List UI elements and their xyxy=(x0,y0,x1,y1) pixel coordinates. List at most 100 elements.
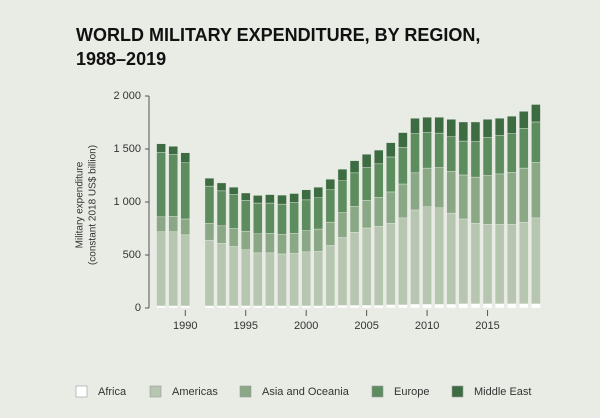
legend-swatch xyxy=(75,385,88,398)
bar-segment xyxy=(446,212,456,305)
bar-segment xyxy=(349,172,360,207)
bar-segment xyxy=(446,171,456,214)
bar-segment xyxy=(241,249,251,307)
bar-segment xyxy=(277,253,287,307)
bar-segment xyxy=(349,232,360,306)
bar-segment xyxy=(337,168,348,181)
bar-segment xyxy=(265,305,275,309)
bar-segment xyxy=(337,180,348,213)
bar-segment xyxy=(434,116,444,134)
bar-segment xyxy=(253,252,263,307)
bar-segment xyxy=(531,303,541,309)
bar-segment xyxy=(180,218,190,236)
bar-segment xyxy=(531,104,541,123)
bar-segment xyxy=(422,206,432,305)
legend-label: Africa xyxy=(98,386,127,398)
bar-segment xyxy=(337,237,348,306)
bar-segment xyxy=(156,151,166,218)
bar-segment xyxy=(434,304,444,309)
bar-segment xyxy=(386,304,396,309)
legend-label: Americas xyxy=(172,386,218,398)
bar-segment xyxy=(253,202,263,234)
bar-segment xyxy=(228,186,239,195)
bar-segment xyxy=(313,186,323,198)
bar-segment xyxy=(325,305,336,309)
bar-segment xyxy=(507,133,517,173)
bar-segment xyxy=(313,251,323,307)
bar-segment xyxy=(410,304,420,309)
bar-segment xyxy=(458,121,469,142)
bar-segment xyxy=(531,162,541,219)
bar-segment xyxy=(168,146,178,155)
bar-segment xyxy=(168,216,178,232)
x-tick-label: 1990 xyxy=(173,320,197,332)
bar-segment xyxy=(156,143,166,153)
bar-segment xyxy=(507,224,517,304)
bar-segment xyxy=(253,233,263,254)
bar-segment xyxy=(374,163,384,198)
bar-segment xyxy=(228,305,239,309)
bar-segment xyxy=(446,304,456,309)
bar-segment xyxy=(519,221,529,304)
bar-segment xyxy=(156,305,166,309)
bar-segment xyxy=(289,305,299,309)
bar-segment xyxy=(301,305,311,309)
bar-segment xyxy=(325,245,336,307)
y-tick-label: 2 000 xyxy=(113,90,141,102)
bar-segment xyxy=(216,225,227,244)
y-axis-label: Military expenditure xyxy=(75,161,86,248)
bar-segment xyxy=(265,252,275,307)
bar-segment xyxy=(180,162,190,220)
bar-segment xyxy=(289,202,299,234)
bar-segment xyxy=(422,304,432,309)
bar-segment xyxy=(313,305,323,309)
bar-segment xyxy=(458,174,469,220)
chart-title: 1988–2019 xyxy=(76,49,166,69)
bar-segment xyxy=(277,305,287,309)
bar-segment xyxy=(361,154,372,168)
legend-swatch xyxy=(371,385,384,398)
bar-segment xyxy=(228,246,239,307)
bar-segment xyxy=(361,167,372,201)
bar-segment xyxy=(216,305,227,309)
bar-segment xyxy=(180,234,190,307)
bar-segment xyxy=(494,118,505,136)
bar-segment xyxy=(253,305,263,309)
bar-segment xyxy=(494,224,505,304)
chart-title: WORLD MILITARY EXPENDITURE, BY REGION, xyxy=(76,25,480,45)
bar-segment xyxy=(410,118,420,134)
bar-segment xyxy=(482,137,493,176)
bar-segment xyxy=(349,206,360,233)
bar-segment xyxy=(180,152,190,163)
bar-segment xyxy=(398,132,408,148)
bar-segment xyxy=(422,132,432,169)
y-tick-label: 0 xyxy=(135,302,141,314)
legend-label: Asia and Oceania xyxy=(262,386,350,398)
bar-segment xyxy=(241,305,251,309)
bar-segment xyxy=(507,172,517,225)
bar-segment xyxy=(470,303,481,309)
y-tick-label: 1 000 xyxy=(113,196,141,208)
bar-segment xyxy=(519,167,529,223)
bar-segment xyxy=(277,194,287,205)
bar-segment xyxy=(470,222,481,304)
bar-segment xyxy=(168,305,178,309)
bar-segment xyxy=(289,233,299,254)
legend-swatch xyxy=(239,385,252,398)
bar-segment xyxy=(494,173,505,225)
bar-segment xyxy=(398,183,408,219)
bar-segment xyxy=(301,189,311,201)
bar-segment xyxy=(337,305,348,309)
bar-segment xyxy=(482,303,493,309)
bar-segment xyxy=(241,200,251,232)
legend-label: Middle East xyxy=(474,386,531,398)
bar-segment xyxy=(361,227,372,306)
bar-segment xyxy=(531,217,541,304)
bar-segment xyxy=(507,115,517,134)
bar-segment xyxy=(446,119,456,138)
bar-segment xyxy=(361,305,372,309)
bar-segment xyxy=(313,197,323,230)
y-tick-label: 1 500 xyxy=(113,143,141,155)
bar-segment xyxy=(289,193,299,203)
bar-segment xyxy=(374,305,384,309)
